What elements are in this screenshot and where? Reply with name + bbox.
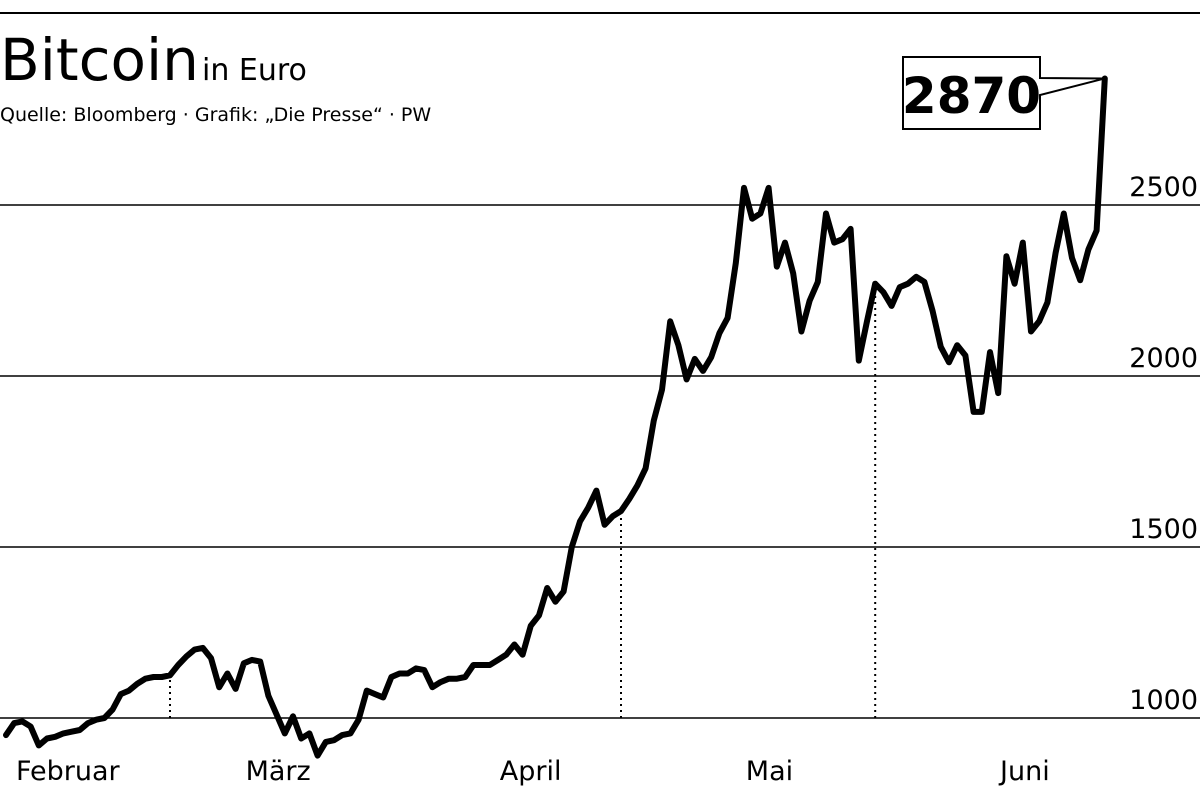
price-line <box>3 75 1108 759</box>
gridlines <box>0 204 1200 719</box>
y-tick-label: 1500 <box>1129 514 1198 545</box>
x-tick-label: April <box>500 756 562 787</box>
callout: 2870 <box>902 56 1106 130</box>
x-axis-ticks: FebruarMärzAprilMaiJuniJuli <box>16 756 1050 787</box>
header: Bitcoin in Euro Quelle: Bloomberg · Graf… <box>0 26 431 126</box>
y-tick-label: 2500 <box>1129 172 1198 203</box>
x-tick-label: Februar <box>16 756 121 787</box>
x-tick-label: März <box>246 756 311 787</box>
month-markers <box>169 287 877 718</box>
chart-title-unit: in Euro <box>202 53 307 88</box>
y-tick-label: 1000 <box>1129 685 1198 716</box>
callout-box <box>902 56 1106 130</box>
y-axis-ticks: 1000 1500 2000 2500 <box>1129 172 1198 716</box>
price-line-layer <box>3 75 1108 759</box>
x-tick-label: Mai <box>746 756 793 787</box>
chart-title: Bitcoin <box>0 26 199 94</box>
x-tick-label: Juni <box>998 756 1050 787</box>
chart-source: Quelle: Bloomberg · Grafik: „Die Presse“… <box>0 104 431 126</box>
y-tick-label: 2000 <box>1129 343 1198 374</box>
callout-value: 2870 <box>902 67 1041 125</box>
